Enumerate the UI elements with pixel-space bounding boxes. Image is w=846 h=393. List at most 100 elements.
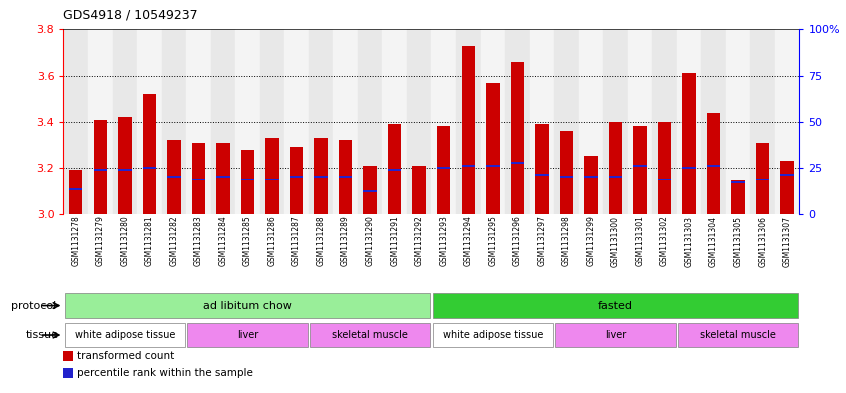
Bar <box>364 166 376 214</box>
Bar <box>486 165 499 167</box>
Bar <box>437 167 450 169</box>
Bar <box>69 170 82 214</box>
Bar <box>609 122 622 214</box>
Bar <box>634 127 646 214</box>
Bar <box>358 29 382 214</box>
Bar <box>88 29 113 214</box>
Bar <box>143 94 156 214</box>
Bar <box>315 138 327 214</box>
Bar <box>94 169 107 171</box>
Bar <box>756 143 769 214</box>
Bar <box>118 169 131 171</box>
Bar <box>554 29 579 214</box>
Bar <box>339 140 352 214</box>
Bar <box>486 83 499 214</box>
Bar <box>310 323 431 347</box>
Text: protocol: protocol <box>12 301 57 310</box>
Bar <box>382 29 407 214</box>
Bar <box>266 138 278 214</box>
Bar <box>634 165 646 167</box>
Bar <box>683 167 695 169</box>
Bar <box>579 29 603 214</box>
Bar <box>94 119 107 214</box>
Text: fasted: fasted <box>598 301 633 310</box>
Bar <box>462 165 475 167</box>
Bar <box>192 143 205 214</box>
Bar <box>536 124 548 214</box>
Bar <box>260 29 284 214</box>
Bar <box>683 73 695 214</box>
Bar <box>364 190 376 192</box>
Bar <box>284 29 309 214</box>
Bar <box>137 29 162 214</box>
Bar <box>677 29 701 214</box>
Bar <box>732 181 744 183</box>
Bar <box>63 351 73 361</box>
Bar <box>192 179 205 180</box>
Bar <box>456 29 481 214</box>
Bar <box>388 124 401 214</box>
Bar <box>407 29 431 214</box>
Bar <box>187 323 308 347</box>
Text: white adipose tissue: white adipose tissue <box>442 330 543 340</box>
Bar <box>64 323 185 347</box>
Text: GDS4918 / 10549237: GDS4918 / 10549237 <box>63 9 198 22</box>
Bar <box>781 174 794 176</box>
Text: ad libitum chow: ad libitum chow <box>203 301 292 310</box>
Bar <box>707 165 720 167</box>
Bar <box>678 323 799 347</box>
Bar <box>241 179 254 180</box>
Bar <box>168 140 180 214</box>
Bar <box>266 179 278 180</box>
Bar <box>186 29 211 214</box>
Bar <box>388 169 401 171</box>
Bar <box>658 122 671 214</box>
Bar <box>241 150 254 214</box>
Bar <box>69 188 82 190</box>
Bar <box>603 29 628 214</box>
Bar <box>560 176 573 178</box>
Bar <box>652 29 677 214</box>
Text: skeletal muscle: skeletal muscle <box>332 330 408 340</box>
Bar <box>162 29 186 214</box>
Bar <box>113 29 137 214</box>
Text: tissue: tissue <box>25 330 58 340</box>
Bar <box>609 176 622 178</box>
Bar <box>309 29 333 214</box>
Bar <box>505 29 530 214</box>
Bar <box>628 29 652 214</box>
Bar <box>290 147 303 214</box>
Bar <box>339 176 352 178</box>
Bar <box>560 131 573 214</box>
Bar <box>64 293 431 318</box>
Text: percentile rank within the sample: percentile rank within the sample <box>78 368 253 378</box>
Bar <box>315 176 327 178</box>
Bar <box>432 323 553 347</box>
Text: transformed count: transformed count <box>78 351 174 361</box>
Bar <box>290 176 303 178</box>
Bar <box>585 176 597 178</box>
Bar <box>217 176 229 178</box>
Bar <box>211 29 235 214</box>
Bar <box>756 179 769 180</box>
Bar <box>750 29 775 214</box>
Bar <box>235 29 260 214</box>
Bar <box>707 113 720 214</box>
Bar <box>431 29 456 214</box>
Bar <box>775 29 799 214</box>
Bar <box>701 29 726 214</box>
Text: white adipose tissue: white adipose tissue <box>74 330 175 340</box>
Bar <box>333 29 358 214</box>
Bar <box>143 167 156 169</box>
Bar <box>781 161 794 214</box>
Bar <box>585 156 597 214</box>
Text: liver: liver <box>605 330 626 340</box>
Bar <box>462 46 475 214</box>
Bar <box>63 29 88 214</box>
Bar <box>555 323 676 347</box>
Bar <box>726 29 750 214</box>
Bar <box>168 176 180 178</box>
Text: skeletal muscle: skeletal muscle <box>700 330 776 340</box>
Bar <box>63 368 73 378</box>
Bar <box>217 143 229 214</box>
